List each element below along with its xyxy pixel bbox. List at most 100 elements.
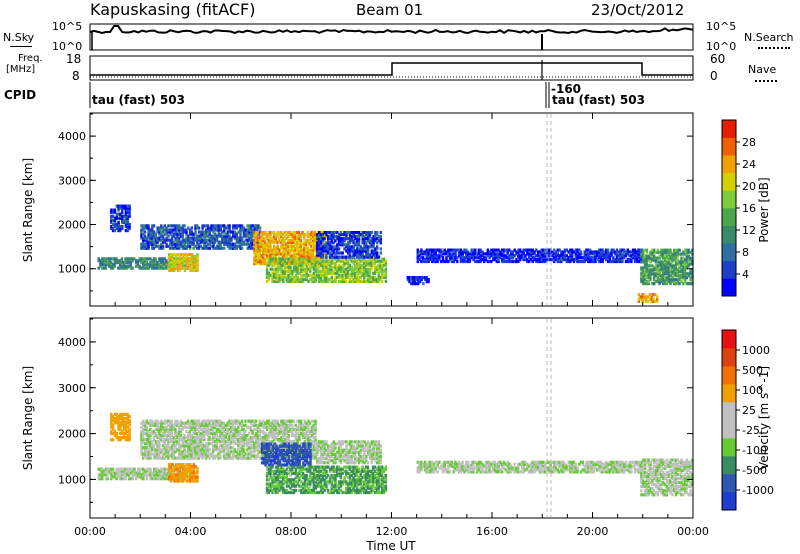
scatter-cell-power	[301, 242, 304, 246]
scatter-cell-power	[119, 216, 122, 220]
scatter-cell-power	[255, 224, 258, 228]
scatter-cell-power	[357, 247, 361, 251]
scatter-cell-power	[117, 226, 120, 231]
scatter-cell-power	[201, 224, 204, 228]
scatter-cell-power	[376, 237, 379, 241]
scatter-cell-power	[372, 237, 375, 241]
scatter-cell-power	[304, 242, 308, 246]
scatter-cell-power	[420, 276, 423, 280]
scatter-cell-power	[282, 273, 285, 277]
scatter-cell-power	[169, 240, 172, 244]
scatter-cell-power	[158, 257, 161, 261]
scatter-cell-power	[108, 264, 111, 268]
scatter-cell-power	[190, 264, 194, 268]
scatter-cell-power	[560, 258, 563, 262]
scatter-cell-power	[330, 247, 333, 251]
scatter-cell-power	[246, 232, 249, 236]
scatter-cell-power	[324, 234, 327, 238]
scatter-cell-power	[226, 242, 230, 246]
scatter-cell-power	[417, 282, 420, 286]
scatter-cell-power	[361, 267, 364, 271]
scatter-cell-power	[297, 232, 301, 237]
scatter-cell-power	[273, 267, 276, 271]
scatter-cell-power	[547, 254, 550, 258]
scatter-cell-power	[508, 258, 511, 262]
scatter-cell-power	[280, 257, 283, 261]
scatter-cell-power	[257, 224, 260, 228]
scatter-cell-power	[420, 256, 423, 260]
scatter-cell-power	[334, 245, 337, 249]
scatter-cell-power	[259, 226, 262, 230]
scatter-cell-power	[133, 257, 136, 261]
scatter-cell-power	[128, 214, 131, 218]
scatter-cell-velocity	[128, 419, 131, 423]
scatter-cell-power	[278, 232, 281, 237]
scatter-cell-power	[256, 260, 260, 264]
scatter-cell-power	[361, 255, 364, 259]
scatter-cell-power	[374, 249, 377, 253]
scatter-cell-power	[354, 237, 357, 241]
scatter-cell-power	[305, 277, 308, 281]
scatter-cell-power	[190, 232, 193, 236]
scatter-cell-power	[301, 252, 304, 256]
scatter-cell-power	[192, 260, 196, 265]
scatter-cell-power	[258, 234, 261, 238]
scatter-cell-power	[422, 252, 425, 256]
scatter-cell-power	[465, 259, 468, 264]
scatter-cell-power	[356, 235, 359, 239]
scatter-cell-power	[117, 261, 120, 265]
scatter-cell-power	[246, 238, 249, 242]
scatter-cell-power	[169, 228, 172, 232]
scatter-cell-power	[121, 216, 124, 220]
scatter-cell-power	[219, 234, 222, 238]
scatter-cell-power	[185, 238, 188, 242]
scatter-cell-power	[361, 279, 364, 283]
scatter-cell-power	[208, 236, 211, 240]
scatter-cell-power	[185, 258, 188, 263]
scatter-cell-power	[381, 263, 384, 267]
scatter-cell-power	[111, 262, 115, 267]
scatter-cell-power	[169, 266, 173, 270]
scatter-cell-power	[294, 279, 298, 283]
scatter-cell-power	[255, 242, 258, 246]
scatter-cell-power	[526, 258, 529, 262]
scatter-cell-power	[363, 265, 366, 269]
scatter-cell-power	[384, 269, 388, 273]
scatter-cell-power	[145, 262, 148, 267]
scatter-cell-power	[271, 273, 274, 277]
scatter-cell-power	[448, 248, 452, 252]
scatter-cell-power	[307, 279, 310, 283]
scatter-cell-power	[264, 248, 267, 252]
scatter-cell-velocity	[128, 427, 131, 431]
scatter-cell-power	[246, 230, 249, 234]
scatter-cell-power	[274, 275, 278, 279]
scatter-cell-power	[183, 228, 186, 232]
scatter-cell-power	[124, 261, 127, 265]
scatter-cell-power	[336, 275, 339, 279]
scatter-cell-power	[223, 246, 226, 250]
scatter-cell-power	[226, 224, 230, 228]
scatter-cell-power	[299, 232, 302, 237]
scatter-cell-power	[267, 250, 270, 254]
scatter-cell-power	[292, 269, 296, 273]
scatter-cell-power	[348, 253, 352, 257]
scatter-cell-power	[255, 250, 258, 254]
scatter-cell-power	[197, 234, 201, 238]
scatter-cell-power	[556, 252, 559, 256]
scatter-cell-power	[124, 224, 128, 229]
scatter-cell-power	[296, 261, 299, 265]
scatter-cell-power	[508, 248, 511, 252]
scatter-cell-power	[135, 264, 138, 268]
scatter-cell-power	[169, 268, 173, 272]
scatter-cell-power	[515, 258, 518, 262]
scatter-cell-power	[533, 250, 536, 254]
scatter-cell-power	[303, 259, 307, 263]
scatter-cell-power	[517, 250, 520, 254]
scatter-cell-power	[522, 256, 525, 260]
scatter-cell-power	[364, 273, 368, 277]
scatter-cell-power	[558, 256, 561, 260]
scatter-cell-power	[121, 218, 124, 222]
scatter-cell-power	[355, 269, 359, 273]
scatter-cell-power	[294, 254, 297, 258]
scatter-cell-power	[188, 246, 192, 250]
